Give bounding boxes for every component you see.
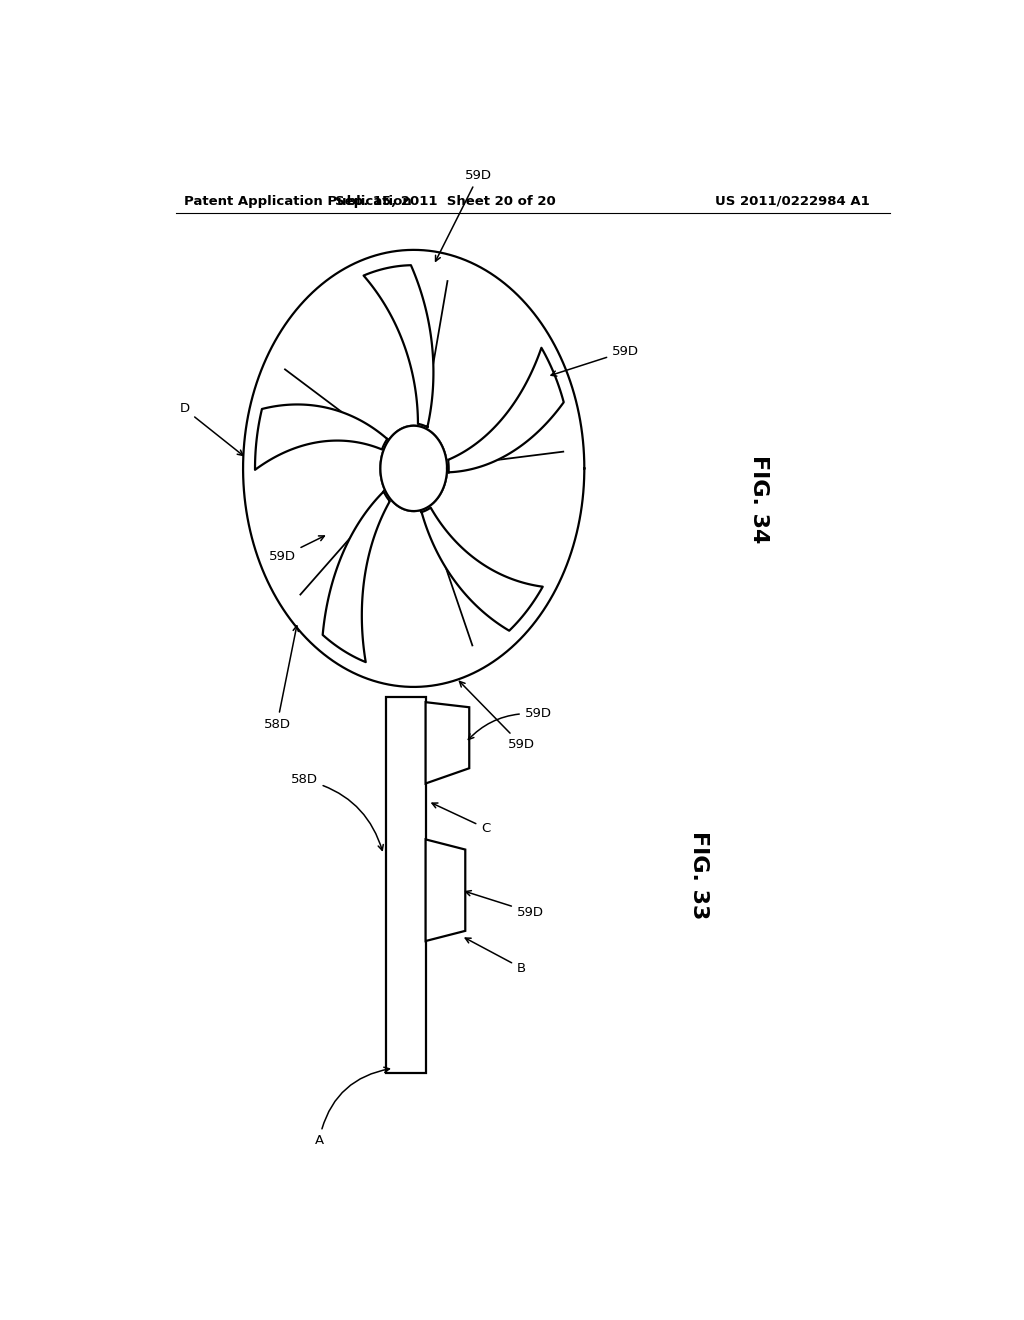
Text: B: B	[465, 939, 526, 974]
Text: 58D: 58D	[263, 626, 298, 730]
Text: 59D: 59D	[468, 708, 552, 739]
Polygon shape	[426, 840, 465, 941]
Polygon shape	[255, 404, 387, 470]
Bar	[386, 697, 426, 1073]
Polygon shape	[426, 702, 469, 784]
Polygon shape	[449, 347, 564, 473]
Polygon shape	[380, 426, 447, 511]
Polygon shape	[380, 426, 447, 511]
Text: Sep. 15, 2011  Sheet 20 of 20: Sep. 15, 2011 Sheet 20 of 20	[335, 194, 556, 207]
Text: D: D	[179, 403, 243, 455]
Polygon shape	[422, 508, 543, 631]
Polygon shape	[364, 265, 433, 428]
Text: 59D: 59D	[435, 169, 493, 261]
Text: 59D: 59D	[460, 681, 535, 751]
Text: FIG. 34: FIG. 34	[749, 454, 769, 543]
Text: A: A	[314, 1067, 389, 1147]
Polygon shape	[323, 491, 390, 663]
Text: C: C	[432, 803, 490, 834]
Text: US 2011/0222984 A1: US 2011/0222984 A1	[715, 194, 870, 207]
Text: 58D: 58D	[291, 774, 383, 850]
Text: 59D: 59D	[551, 345, 639, 376]
Text: 59D: 59D	[466, 891, 544, 919]
Text: FIG. 33: FIG. 33	[689, 830, 710, 919]
Text: 59D: 59D	[268, 536, 325, 564]
Text: Patent Application Publication: Patent Application Publication	[183, 194, 412, 207]
